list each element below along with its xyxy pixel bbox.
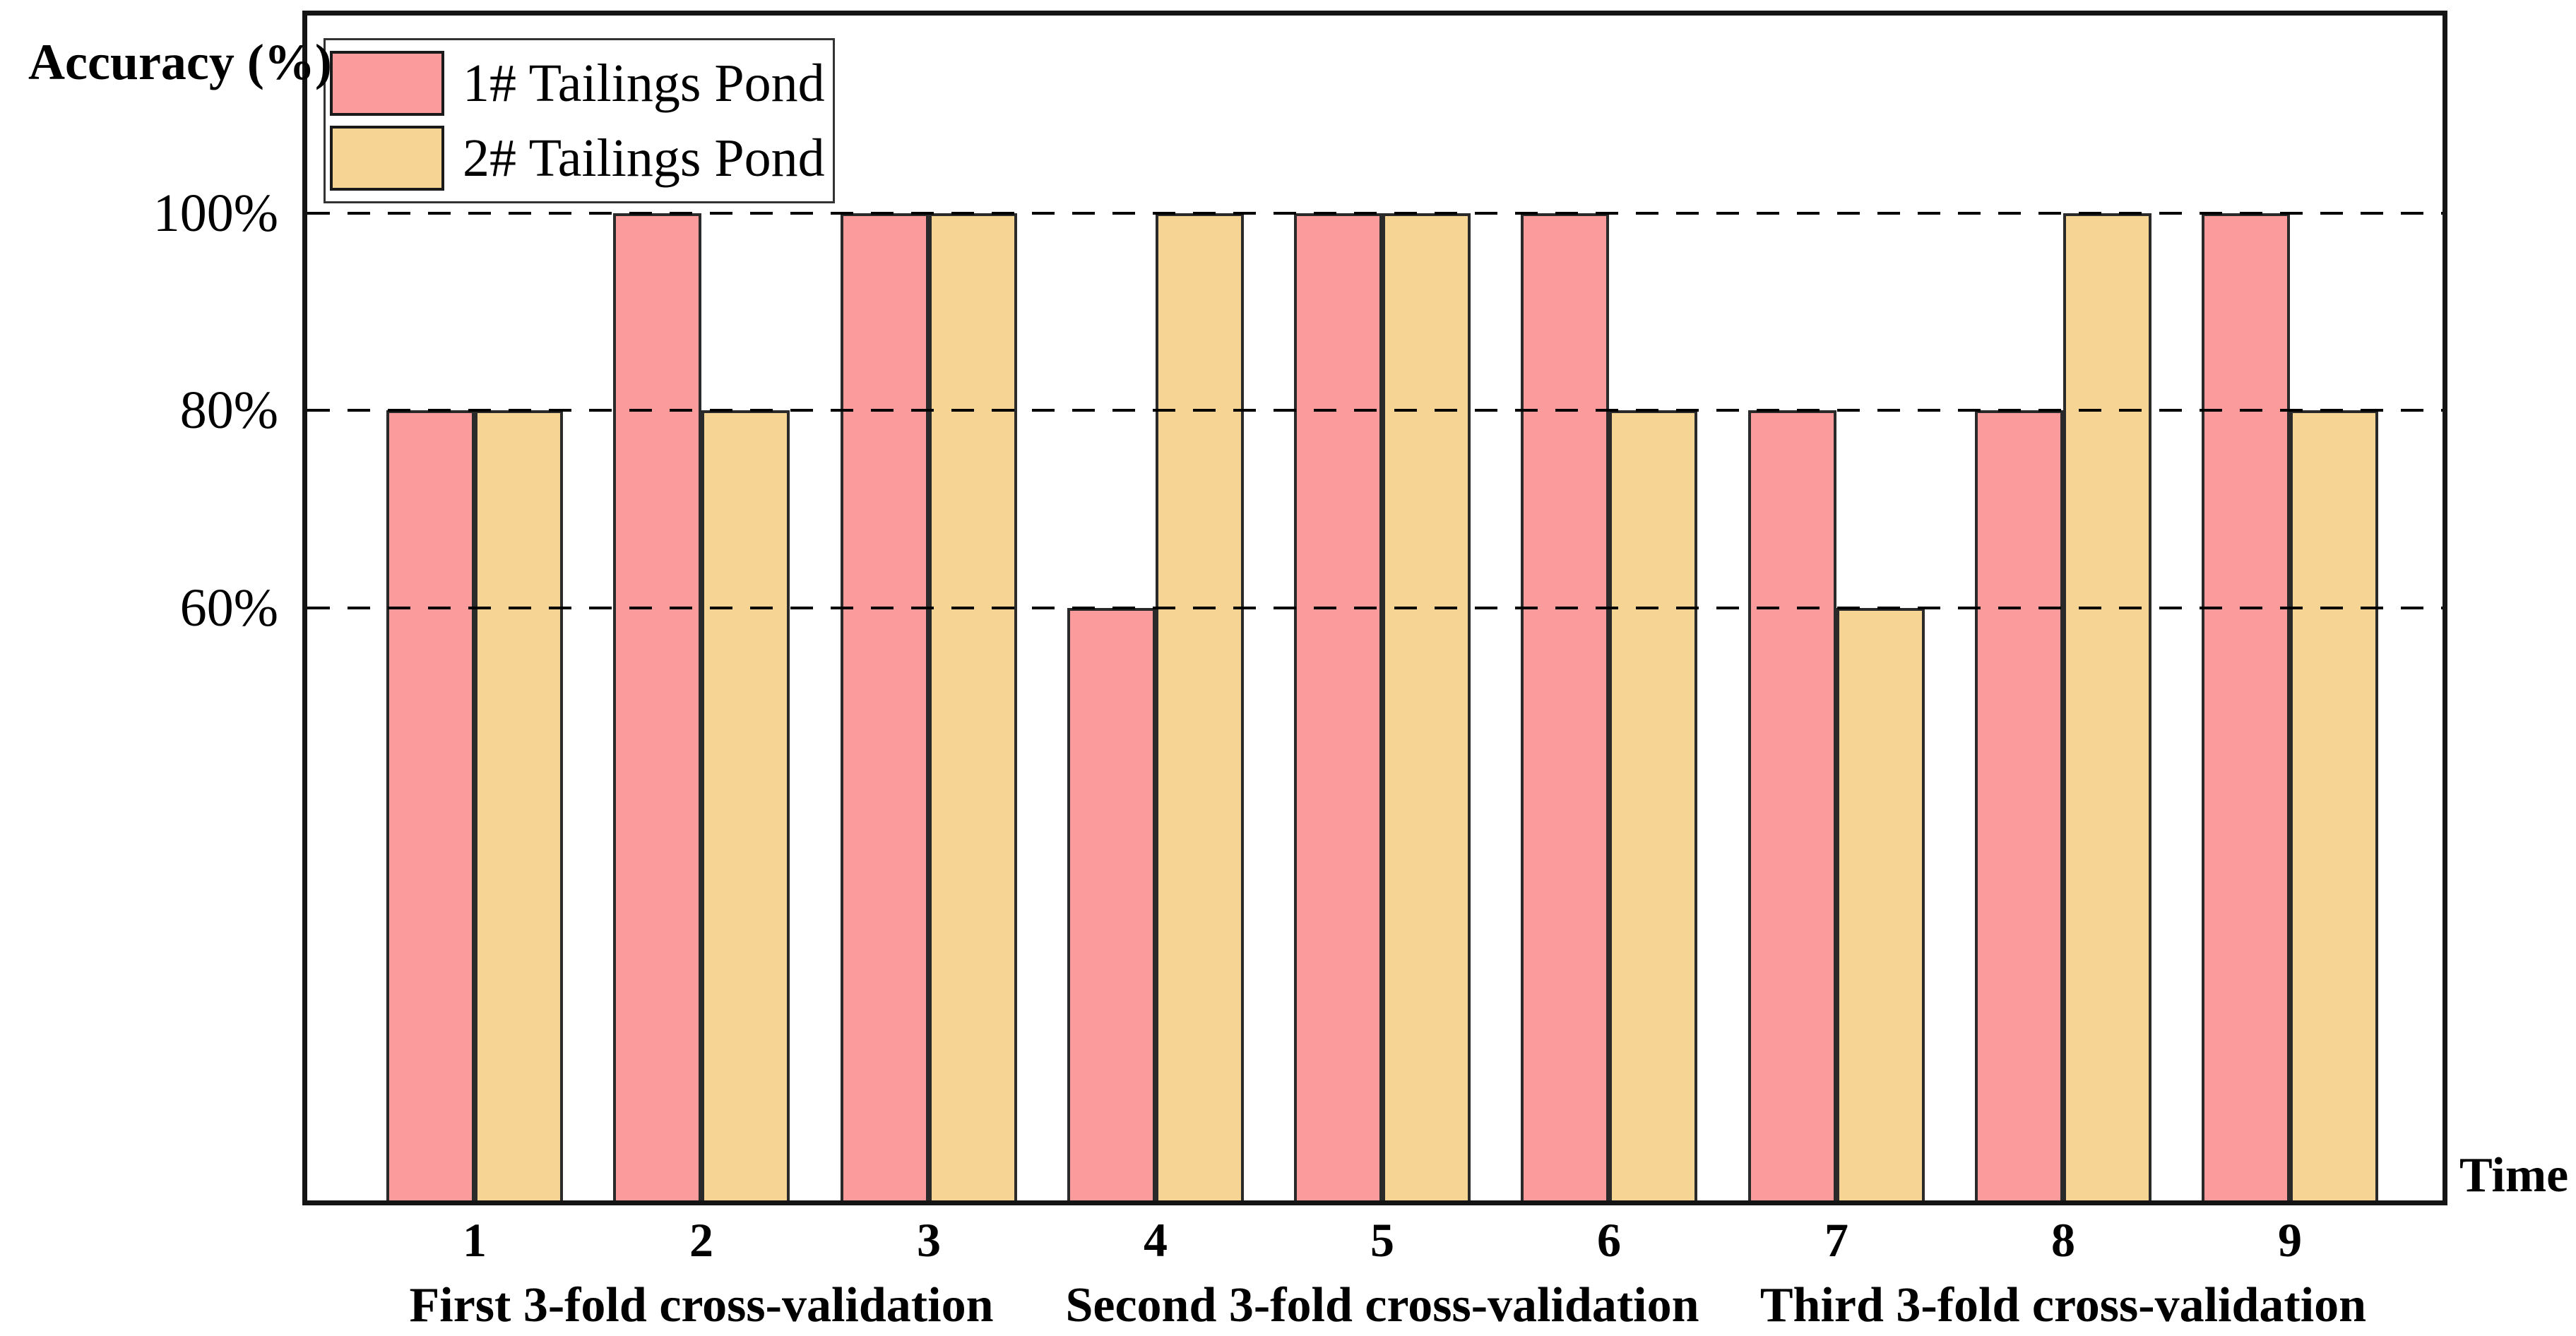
bar-series2-cat2 [701, 410, 790, 1200]
y-tick-label-60: 60% [179, 578, 278, 638]
group-label-2: Second 3-fold cross-validation [1065, 1278, 1699, 1332]
bar-series2-cat6 [1609, 410, 1698, 1200]
legend-item-2: 2# Tailings Pond [330, 126, 833, 191]
bar-series2-cat7 [1836, 608, 1925, 1200]
x-tick-label-3: 3 [917, 1213, 941, 1267]
x-tick-label-6: 6 [1597, 1213, 1621, 1267]
x-tick-label-2: 2 [689, 1213, 713, 1267]
legend-label-2: 2# Tailings Pond [463, 129, 825, 189]
bar-series1-cat6 [1521, 213, 1610, 1200]
x-tick-label-7: 7 [1824, 1213, 1848, 1267]
x-tick-label-4: 4 [1144, 1213, 1168, 1267]
x-tick-label-1: 1 [463, 1213, 487, 1267]
plot-area [302, 11, 2447, 1205]
gridline-80 [307, 409, 2443, 412]
bar-series1-cat3 [840, 213, 929, 1200]
x-tick-label-5: 5 [1370, 1213, 1394, 1267]
group-label-1: First 3-fold cross-validation [409, 1278, 994, 1332]
y-axis-title: Accuracy (%) [28, 34, 332, 90]
x-tick-label-9: 9 [2278, 1213, 2302, 1267]
bar-series2-cat8 [2062, 213, 2151, 1200]
legend-item-1: 1# Tailings Pond [330, 50, 833, 116]
gridline-100 [307, 212, 2443, 215]
legend: 1# Tailings Pond 2# Tailings Pond [324, 38, 835, 203]
bar-series1-cat9 [2202, 213, 2290, 1200]
legend-label-1: 1# Tailings Pond [463, 53, 825, 113]
bar-series1-cat2 [613, 213, 702, 1200]
y-tick-label-100: 100% [153, 184, 278, 243]
legend-swatch-1 [330, 50, 444, 116]
bar-series1-cat8 [1974, 410, 2063, 1200]
bar-series2-cat1 [475, 410, 563, 1200]
bar-series2-cat3 [928, 213, 1017, 1200]
bar-series1-cat7 [1747, 410, 1836, 1200]
group-label-3: Third 3-fold cross-validation [1759, 1278, 2367, 1332]
x-axis-title: Time [2459, 1148, 2569, 1203]
bar-series2-cat5 [1382, 213, 1471, 1200]
bar-series2-cat4 [1155, 213, 1244, 1200]
legend-swatch-2 [330, 126, 444, 191]
gridline-60 [307, 607, 2443, 609]
bar-series1-cat1 [386, 410, 475, 1200]
bar-series1-cat4 [1067, 608, 1156, 1200]
bar-series2-cat9 [2290, 410, 2378, 1200]
bar-series1-cat5 [1294, 213, 1382, 1200]
y-tick-label-80: 80% [179, 381, 278, 440]
x-tick-label-8: 8 [2051, 1213, 2075, 1267]
